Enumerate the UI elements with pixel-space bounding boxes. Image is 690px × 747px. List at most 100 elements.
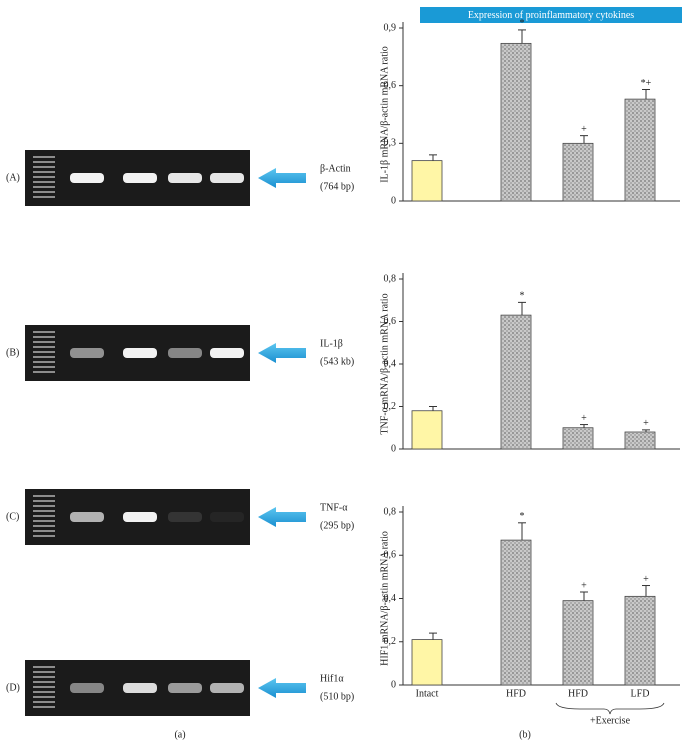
y-axis-label: IL-1β mRNA/β-actin mRNA ratio — [379, 46, 390, 183]
bar-texture — [502, 541, 530, 684]
ladder-band — [33, 671, 55, 673]
ladder-band — [33, 336, 55, 338]
bar-texture — [626, 100, 654, 200]
significance-mark: + — [643, 418, 649, 429]
gel-band — [210, 683, 244, 693]
bar-texture — [626, 433, 654, 448]
ladder-band — [33, 666, 55, 668]
bar — [411, 160, 443, 202]
gel-label: (C) — [6, 511, 19, 522]
title-box — [420, 7, 682, 23]
gel-band — [123, 512, 157, 522]
gel-band — [168, 512, 202, 522]
ladder-band — [33, 351, 55, 353]
ladder-band — [33, 331, 55, 333]
bar-texture — [564, 428, 592, 448]
gene-label: β-Actin — [320, 163, 351, 174]
arrow — [258, 168, 306, 188]
ladder-band — [33, 166, 55, 168]
ladder-band — [33, 156, 55, 158]
bar — [411, 410, 443, 450]
gel-band — [123, 348, 157, 358]
gel-label: (D) — [6, 682, 20, 693]
ladder-band — [33, 161, 55, 163]
significance-mark: * — [520, 291, 525, 302]
y-axis-label: HIF1 mRNA/β-actin mRNA ratio — [379, 531, 390, 666]
ladder-band — [33, 371, 55, 373]
ladder-band — [33, 681, 55, 683]
bar-texture — [502, 44, 530, 200]
ladder-band — [33, 176, 55, 178]
significance-mark: + — [581, 124, 587, 135]
y-tick-label: 0 — [391, 195, 396, 206]
gene-label: IL-1β — [320, 338, 343, 349]
gene-size: (764 bp) — [320, 181, 354, 192]
ladder-band — [33, 500, 55, 502]
gene-size: (295 bp) — [320, 520, 354, 531]
arrow — [258, 678, 306, 698]
bar — [411, 639, 443, 686]
significance-mark: + — [643, 574, 649, 585]
gene-size: (510 bp) — [320, 691, 354, 702]
ladder-band — [33, 505, 55, 507]
gene-size: (543 kb) — [320, 356, 354, 367]
ladder-band — [33, 341, 55, 343]
gel-band — [70, 683, 104, 693]
gel-band — [70, 348, 104, 358]
y-tick-label: 0,9 — [384, 22, 397, 33]
bar-texture — [626, 597, 654, 684]
bar-texture — [502, 316, 530, 448]
ladder-band — [33, 691, 55, 693]
ladder-band — [33, 525, 55, 527]
ladder-band — [33, 366, 55, 368]
y-tick-label: 0,6 — [384, 316, 397, 327]
ladder-band — [33, 171, 55, 173]
y-axis-label: TNF-α mRNA/β-actin mRNA ratio — [379, 293, 390, 434]
ladder-band — [33, 515, 55, 517]
significance-mark: * — [520, 18, 525, 29]
arrow — [258, 507, 306, 527]
ladder-band — [33, 361, 55, 363]
ladder-band — [33, 706, 55, 708]
y-tick-label: 0,3 — [384, 138, 397, 149]
panel-label: (b) — [519, 729, 531, 740]
gel-band — [70, 173, 104, 183]
gel-band — [210, 512, 244, 522]
x-tick-label: LFD — [631, 688, 650, 699]
brace — [555, 702, 665, 715]
x-tick-label: HFD — [568, 688, 588, 699]
ladder-band — [33, 186, 55, 188]
y-tick-label: 0 — [391, 679, 396, 690]
bar-texture — [564, 601, 592, 684]
y-tick-label: 0,4 — [384, 593, 397, 604]
gel-band — [168, 348, 202, 358]
group-label: +Exercise — [590, 715, 631, 726]
y-tick-label: 0,2 — [384, 636, 397, 647]
significance-mark: * — [520, 511, 525, 522]
ladder-band — [33, 676, 55, 678]
ladder-band — [33, 346, 55, 348]
ladder-band — [33, 510, 55, 512]
ladder-band — [33, 696, 55, 698]
gel-label: (B) — [6, 347, 19, 358]
ladder-band — [33, 520, 55, 522]
y-tick-label: 0,2 — [384, 401, 397, 412]
significance-mark: + — [581, 413, 587, 424]
gel-band — [210, 348, 244, 358]
y-tick-label: 0 — [391, 443, 396, 454]
ladder-band — [33, 535, 55, 537]
bar-texture — [564, 144, 592, 200]
y-tick-label: 0,8 — [384, 273, 397, 284]
gel-band — [123, 683, 157, 693]
x-tick-label: Intact — [416, 688, 439, 699]
gel-band — [70, 512, 104, 522]
gel-label: (A) — [6, 172, 20, 183]
y-tick-label: 0,8 — [384, 506, 397, 517]
gel-band — [210, 173, 244, 183]
ladder-band — [33, 181, 55, 183]
gene-label: TNF-α — [320, 502, 348, 513]
ladder-band — [33, 686, 55, 688]
significance-mark: + — [581, 580, 587, 591]
ladder-band — [33, 530, 55, 532]
ladder-band — [33, 191, 55, 193]
